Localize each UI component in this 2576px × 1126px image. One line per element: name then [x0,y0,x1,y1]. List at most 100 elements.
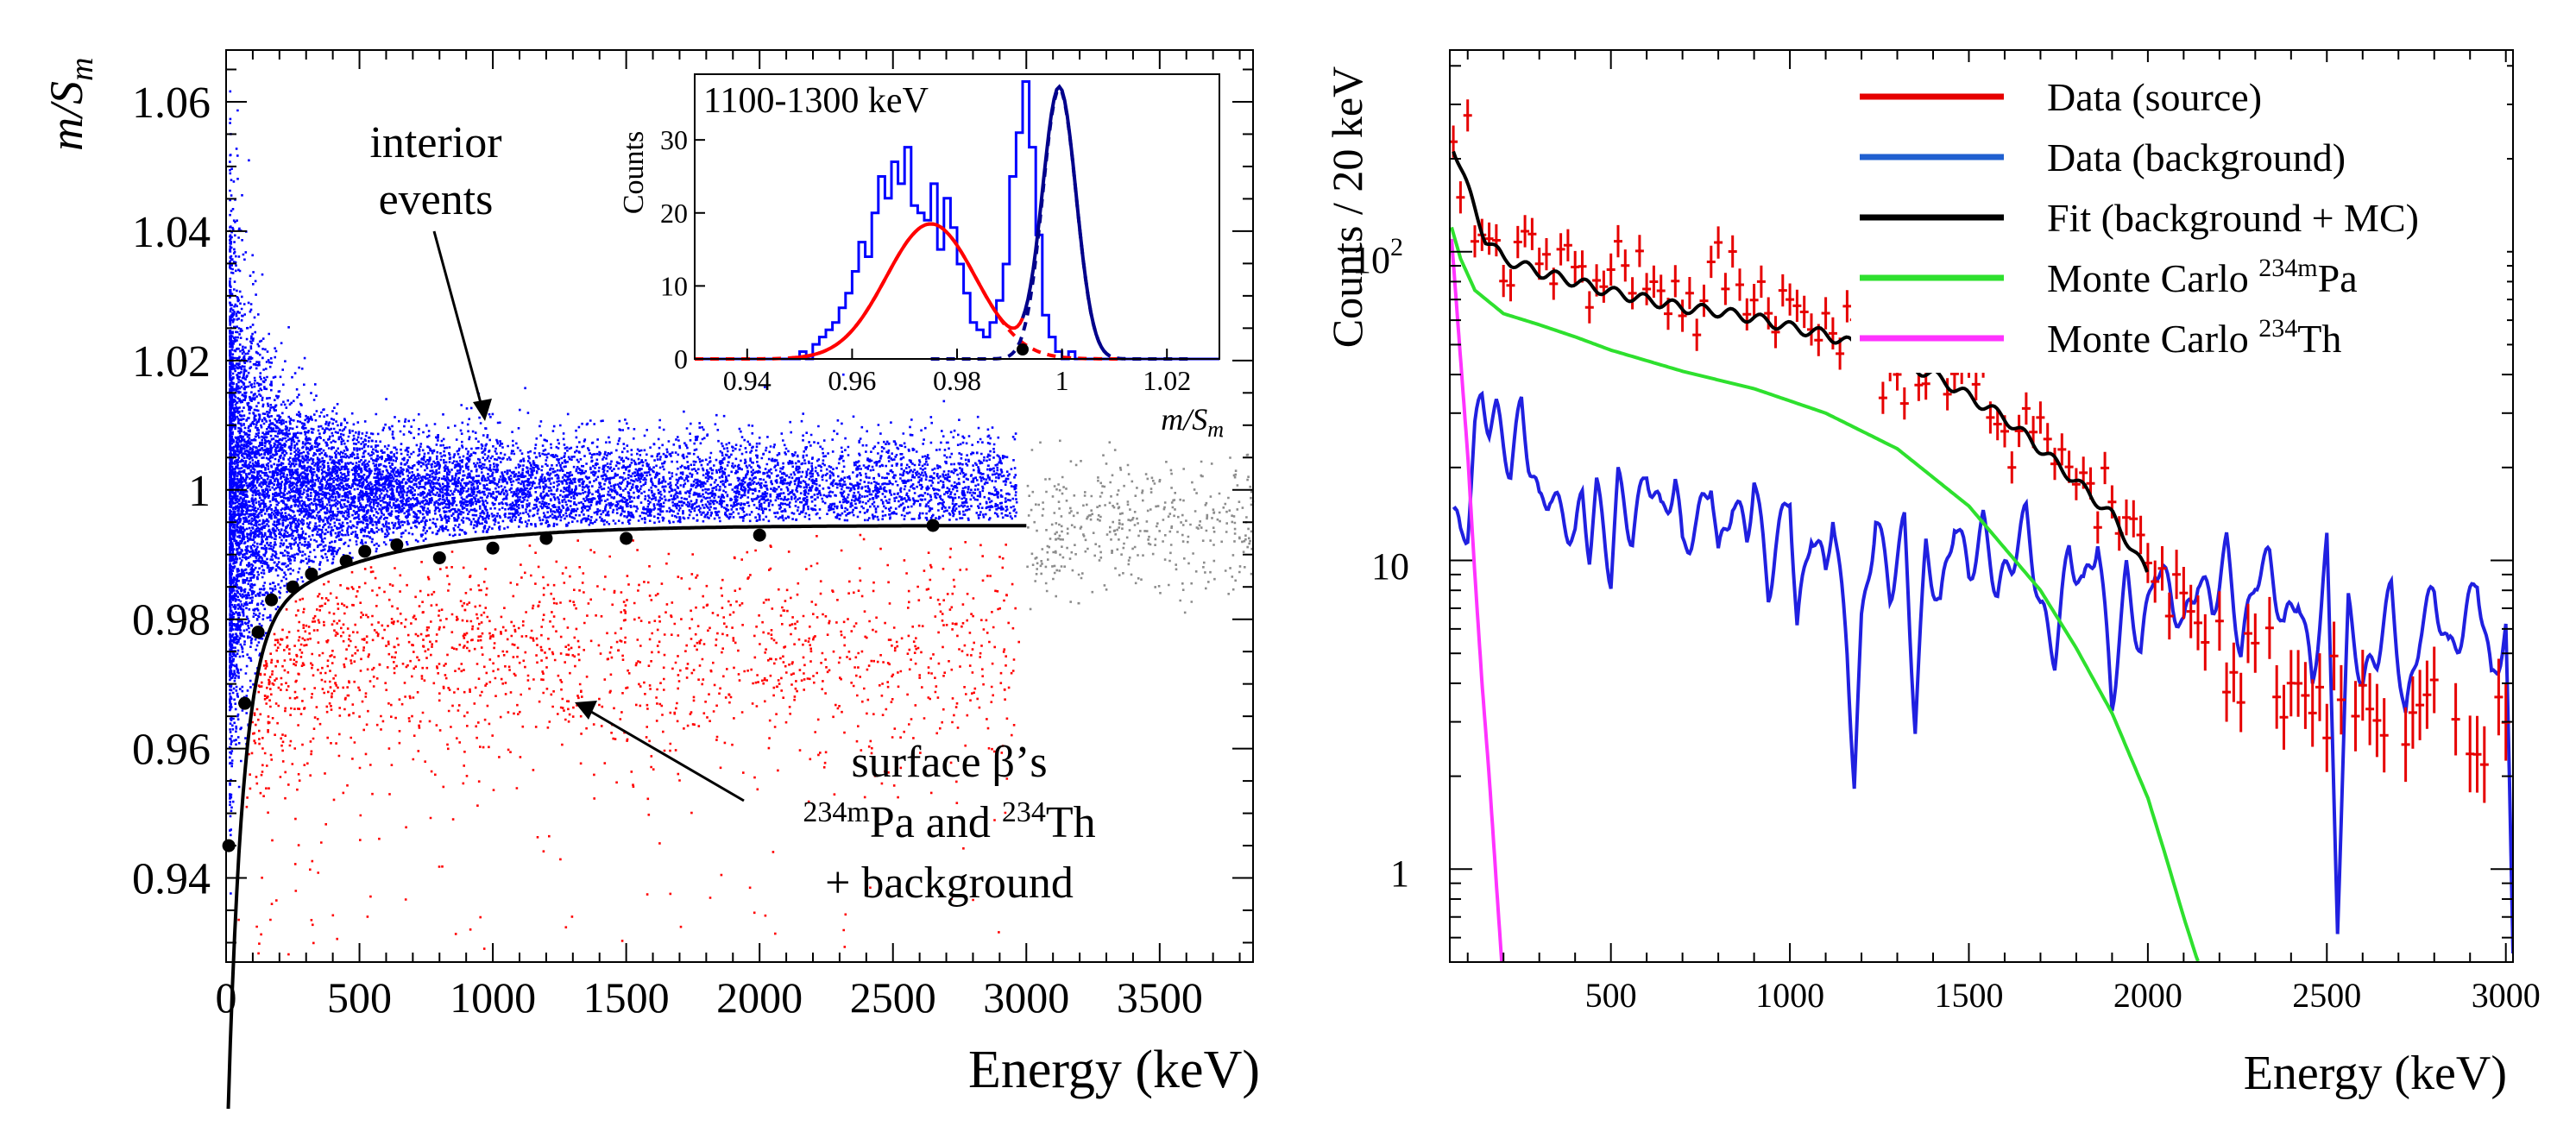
left-panel: 0 500 1000 1500 2000 2500 3000 3500 0.94 0.96 0.98… [41,49,1260,1110]
left-y-tick-label: 1.02 [132,337,211,387]
series-mc-234th [1450,238,1504,962]
fit-point [486,541,500,555]
annotation-surface-iso2-sup: 234 [1002,796,1046,828]
legend-label-sup: 234 [2258,314,2297,343]
legend-label: Monte Carlo 234mPa [2047,254,2358,300]
left-x-axis-label: Energy (keV) [968,1041,1260,1099]
left-y-tick-label: 0.98 [132,596,211,645]
inset-title: 1100-1300 keV [703,81,929,121]
fit-point [753,528,766,542]
fit-point [620,532,633,545]
fit-curve [226,524,1027,1110]
annotation-surface-arrow [586,708,745,802]
legend-label: Fit (background + MC) [2047,196,2419,240]
annotation-surface-iso2: Th [1046,798,1096,847]
annotation-interior-arrow [432,230,485,413]
inset-y-tick-label: 10 [660,270,688,301]
series-data-background [1452,390,2513,953]
inset-gauss-surface [695,222,1125,361]
left-x-tick-label: 3000 [983,973,1069,1022]
annotation-interior-arrowhead [473,399,492,421]
right-y-tick-100-exp: 2 [1390,233,1403,261]
annotation-interior-line2: events [379,175,494,224]
left-x-tick-label: 2500 [850,973,936,1022]
annotation-surface-iso1-sup: 234m [803,796,869,828]
legend-label: Data (source) [2047,75,2262,119]
scatter-interior-points [229,90,1018,895]
right-x-tick-label: 2000 [2113,976,2182,1015]
fit-point [251,626,265,639]
legend-label-tail: Th [2297,317,2341,361]
fit-point [265,593,279,607]
inset-x-tick-label: 0.96 [828,365,876,396]
left-y-tick-label: 0.94 [132,855,211,904]
left-axis-ticks: 0 500 1000 1500 2000 2500 3000 3500 0.94 0.96 0.98… [132,50,1253,1022]
fit-point [358,544,372,558]
inset-x-label: m/Sm [1161,402,1224,442]
legend-label-text: Monte Carlo [2047,256,2258,300]
right-y-tick-label-100: 102 [1352,233,1403,281]
left-x-tick-label: 2000 [716,973,803,1022]
right-x-axis-label: Energy (keV) [2244,1047,2507,1100]
svg-text:m/Sm: m/Sm [41,58,100,151]
fit-point [539,532,553,545]
fit-point [286,580,299,594]
right-x-tick-label: 2500 [2292,976,2361,1015]
right-x-tick-label: 1500 [1934,976,2003,1015]
inset-x-label-main: m/S [1161,402,1207,437]
annotation-surface-iso1: Pa and [870,798,1002,847]
inset-x-tick-label: 0.94 [723,365,772,396]
inset-fit-surface-solid [789,222,1024,360]
scatter-points-layer [229,90,1255,956]
inset-x-tick-label: 1 [1055,365,1069,396]
fit-point [432,550,446,564]
right-y-tick-label-1: 1 [1390,852,1409,895]
right-y-axis-label: Counts / 20 keV [1323,66,1371,348]
legend-label: Data (background) [2047,135,2346,179]
annotation-surface-line2: 234mPa and 234Th [803,796,1095,847]
legend: Data (source) Data (background) Fit (backg… [1851,62,2507,373]
inset-x-label-sub: m [1207,417,1224,442]
inset-y-label: Counts [618,131,650,214]
left-x-tick-label: 500 [327,973,392,1022]
fit-point [305,567,318,581]
annotation-surface-line1: surface β’s [851,738,1047,787]
inset-x-tick-label: 0.98 [933,365,981,396]
left-y-axis-label-sub: m [64,58,100,81]
inset-x-tick-label: 1.02 [1143,365,1191,396]
inset-fit-interior-solid [1021,84,1111,357]
series-fit [1452,150,2149,573]
legend-label-sup: 234m [2258,254,2317,282]
left-y-axis-label-main: m/S [41,81,92,151]
inset-axis-ticks: 0.94 0.96 0.98 1 1.02 0 10 20 30 [660,124,1191,396]
inset-marker [1017,343,1029,355]
fit-point [390,538,404,551]
annotation-surface-line3: + background [825,859,1074,908]
right-panel: 500 1000 1500 2000 2500 3000 1 10 102 Counts … [1323,49,2541,1100]
fit-point [926,519,940,532]
right-y-tick-100-base: 10 [1352,239,1390,281]
inset-y-tick-label: 20 [660,198,688,229]
left-y-tick-label: 1.04 [132,208,211,257]
left-plot-frame [225,49,1254,963]
right-plot-frame [1449,49,2514,963]
left-y-axis-label: m/Sm [41,58,100,151]
left-x-tick-label: 1500 [583,973,670,1022]
right-x-tick-label: 3000 [2472,976,2541,1015]
left-x-tick-label: 3500 [1117,973,1203,1022]
right-x-tick-label: 500 [1585,976,1637,1015]
inset-y-tick-label: 0 [674,343,688,374]
fit-points-layer [222,519,940,852]
series-mc-234mpa [1450,226,2200,962]
right-y-tick-label-10: 10 [1371,545,1409,588]
annotation-interior-line1: interior [369,118,501,167]
right-x-tick-label: 1000 [1755,976,1824,1015]
inset-background [695,74,1219,359]
scatter-above-range-points [1026,435,1255,614]
legend-label: Monte Carlo 234Th [2047,314,2341,361]
fit-point [238,696,252,710]
legend-label-text: Monte Carlo [2047,317,2258,361]
left-y-tick-label: 0.96 [132,726,211,775]
annotation-surface-arrowhead [575,701,597,720]
